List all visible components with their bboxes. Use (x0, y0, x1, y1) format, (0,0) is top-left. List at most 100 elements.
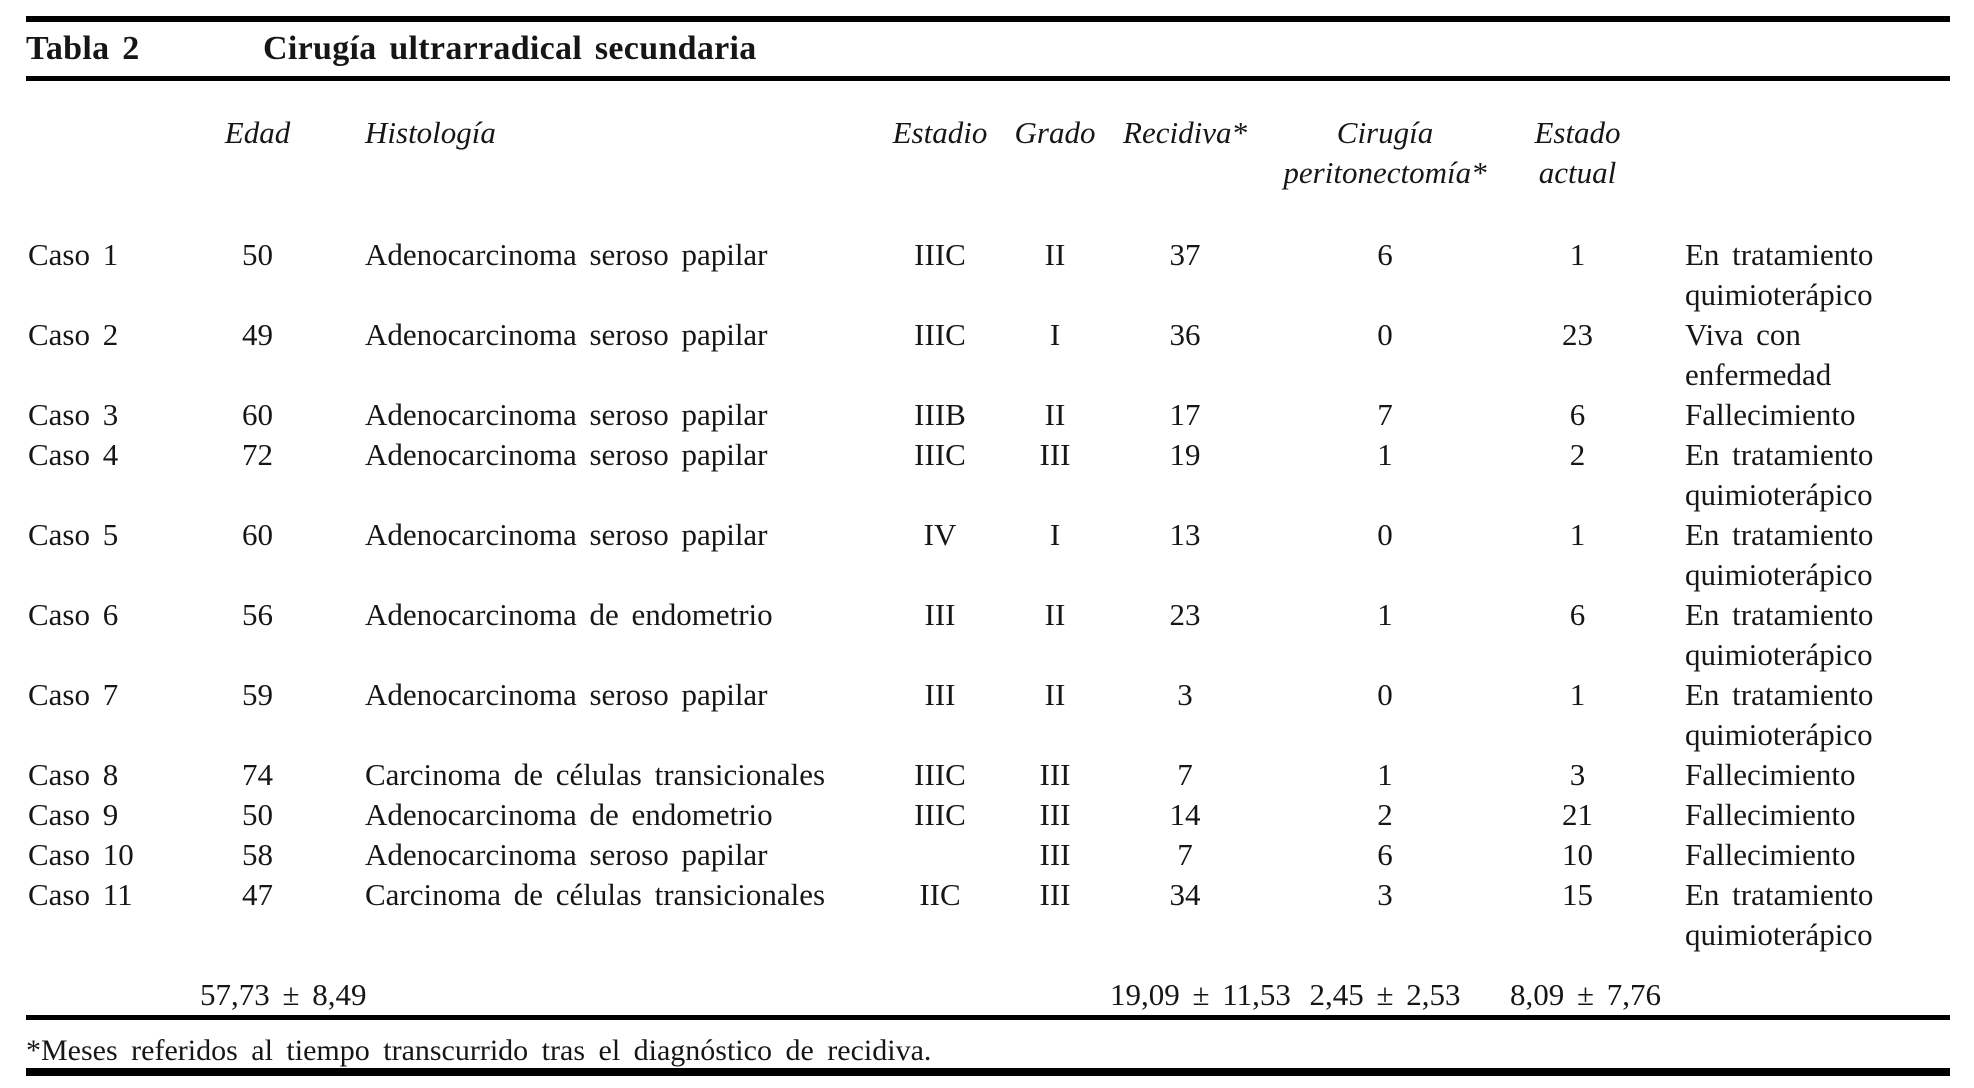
cell-estado-num: 15 (1562, 877, 1593, 912)
cell-estado-texto: En tratamiento quimioterápico (1685, 597, 1874, 672)
cell-estadio: IIIC (914, 317, 966, 352)
cell-estado-texto: En tratamiento quimioterápico (1685, 237, 1874, 312)
cell-estado-num: 2 (1569, 437, 1586, 472)
cell-grado: II (1044, 677, 1066, 712)
cell-histologia: Adenocarcinoma seroso papilar (365, 317, 768, 352)
cell-grado: II (1044, 237, 1066, 272)
cell-estadio: IIIC (914, 757, 966, 792)
top-rule (26, 16, 1950, 22)
cell-estado-texto-empty (1645, 955, 1946, 1015)
table-body: Caso 1 50 Adenocarcinoma seroso papilar … (28, 235, 1946, 1015)
cell-estado-num: 1 (1569, 517, 1586, 552)
cell-recidiva: 17 (1169, 397, 1201, 432)
cell-recidiva: 13 (1169, 517, 1201, 552)
cell-estado-texto: Fallecimiento (1685, 757, 1856, 792)
cell-estado-num: 23 (1562, 317, 1593, 352)
cell-estadio: IIIB (914, 397, 966, 432)
cell-grado: II (1044, 597, 1066, 632)
cell-cirugia: 1 (1377, 437, 1393, 472)
header-row: Edad Histología Estadio Grado Recidiva* … (28, 81, 1946, 235)
header-estado-actual: Estado actual (1534, 115, 1621, 190)
header-edad: Edad (224, 115, 291, 150)
cell-edad: 50 (242, 797, 273, 832)
cell-caso: Caso 8 (28, 757, 119, 792)
cell-histologia: Adenocarcinoma seroso papilar (365, 437, 768, 472)
cell-estado-texto: Fallecimiento (1685, 797, 1856, 832)
footnote-text: *Meses referidos al tiempo transcurrido … (26, 1034, 932, 1067)
table-number: Tabla 2 (26, 30, 140, 67)
table-title: Cirugía ultrarradical secundaria (263, 30, 757, 67)
table-caption: Tabla 2 Cirugía ultrarradical secundaria (26, 22, 1950, 76)
caption-rule (26, 76, 1950, 81)
summary-estado: 8,09 ± 7,76 (1510, 977, 1662, 1012)
footnote-area: *Meses referidos al tiempo transcurrido … (26, 1020, 1950, 1068)
cell-histologia: Adenocarcinoma de endometrio (365, 797, 773, 832)
cell-grado: I (1049, 517, 1061, 552)
cell-estadio (880, 835, 1000, 875)
header-estadio: Estadio (892, 115, 988, 150)
cell-caso-empty (28, 955, 200, 1015)
header-caso (28, 81, 200, 235)
cell-estadio-empty (880, 955, 1000, 1015)
cell-caso: Caso 3 (28, 397, 119, 432)
cell-grado: III (1039, 797, 1071, 832)
cell-caso: Caso 4 (28, 437, 119, 472)
cell-caso: Caso 6 (28, 597, 119, 632)
cell-recidiva: 37 (1169, 237, 1201, 272)
cell-recidiva: 34 (1169, 877, 1201, 912)
cell-recidiva: 3 (1177, 677, 1193, 712)
cell-grado: I (1049, 317, 1061, 352)
summary-edad: 57,73 ± 8,49 (200, 977, 367, 1012)
cell-caso: Caso 7 (28, 677, 119, 712)
cell-estado-texto: Fallecimiento (1685, 397, 1856, 432)
cell-estado-num: 21 (1562, 797, 1593, 832)
header-recidiva: Recidiva* (1123, 115, 1247, 150)
cell-grado: III (1039, 877, 1071, 912)
cell-recidiva: 23 (1169, 597, 1201, 632)
cell-recidiva: 14 (1169, 797, 1201, 832)
table-row-caso-2: Caso 2 49 Adenocarcinoma seroso papilar … (28, 315, 1946, 395)
cell-estado-texto: Viva con enfermedad (1685, 317, 1832, 392)
cell-edad: 59 (242, 677, 273, 712)
cell-edad: 72 (242, 437, 273, 472)
cell-edad: 49 (242, 317, 273, 352)
cell-estadio: IIIC (914, 797, 966, 832)
cell-estado-num: 6 (1569, 597, 1586, 632)
table-row-caso-5: Caso 5 60 Adenocarcinoma seroso papilar … (28, 515, 1946, 595)
cell-histologia: Carcinoma de células transicionales (365, 877, 826, 912)
cell-estadio: III (924, 597, 956, 632)
cell-recidiva: 7 (1177, 837, 1193, 872)
summary-recidiva: 19,09 ± 11,53 (1110, 977, 1291, 1012)
cell-cirugia: 1 (1377, 757, 1393, 792)
table-row-caso-6: Caso 6 56 Adenocarcinoma de endometrio I… (28, 595, 1946, 675)
cell-caso: Caso 9 (28, 797, 119, 832)
table-row-caso-10: Caso 10 58 Adenocarcinoma seroso papilar… (28, 835, 1946, 875)
cell-caso: Caso 5 (28, 517, 119, 552)
table-row-caso-9: Caso 9 50 Adenocarcinoma de endometrio I… (28, 795, 1946, 835)
cell-cirugia: 1 (1377, 597, 1393, 632)
cell-caso: Caso 11 (28, 877, 133, 912)
cell-estadio: IIC (919, 877, 961, 912)
cell-edad: 60 (242, 397, 273, 432)
summary-row: 57,73 ± 8,49 19,09 ± 11,53 2,45 ± 2,53 8… (28, 955, 1946, 1015)
data-table: Edad Histología Estadio Grado Recidiva* … (28, 81, 1946, 1015)
cell-grado: III (1039, 757, 1071, 792)
cell-cirugia: 0 (1377, 317, 1393, 352)
cell-grado: II (1044, 397, 1066, 432)
cell-estadio: III (924, 677, 956, 712)
cell-edad: 50 (242, 237, 273, 272)
cell-estado-num: 6 (1569, 397, 1586, 432)
cell-histologia: Adenocarcinoma seroso papilar (365, 237, 768, 272)
cell-estado-num: 1 (1569, 237, 1586, 272)
cell-estado-texto: En tratamiento quimioterápico (1685, 877, 1874, 952)
cell-cirugia: 6 (1377, 237, 1393, 272)
table-row-caso-7: Caso 7 59 Adenocarcinoma seroso papilar … (28, 675, 1946, 755)
cell-estadio: IV (923, 517, 957, 552)
cell-estado-texto: Fallecimiento (1685, 837, 1856, 872)
header-cirugia-peritonectomia: Cirugía peritonectomía* (1283, 115, 1487, 190)
table-row-caso-4: Caso 4 72 Adenocarcinoma seroso papilar … (28, 435, 1946, 515)
footnote-rule (26, 1015, 1950, 1020)
table-header: Edad Histología Estadio Grado Recidiva* … (28, 81, 1946, 235)
cell-estado-num: 10 (1562, 837, 1593, 872)
